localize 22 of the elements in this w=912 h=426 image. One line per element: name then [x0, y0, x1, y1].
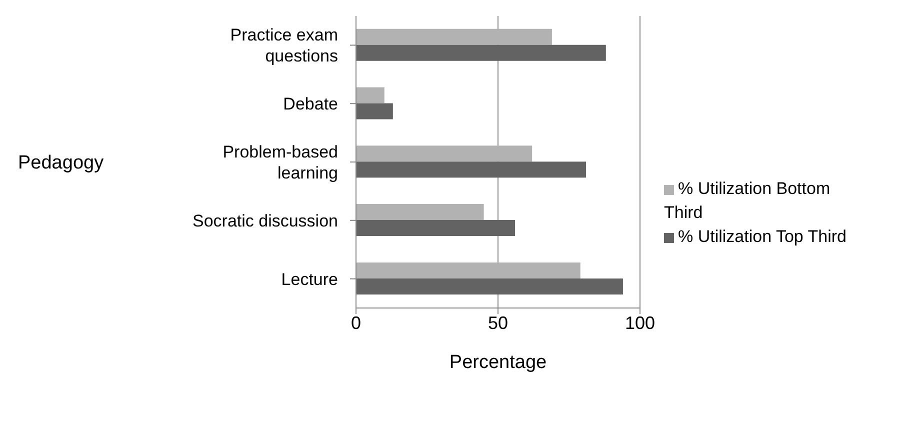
- bar: [356, 204, 484, 220]
- legend-label: % Utilization Bottom Third: [664, 179, 830, 222]
- x-tick-label: 50: [488, 312, 508, 333]
- y-tick-label: Lecture: [281, 269, 338, 288]
- y-tick-label: Problem-based learning: [222, 142, 338, 182]
- y-tick-label: Socratic discussion: [192, 210, 338, 230]
- bar: [356, 162, 586, 178]
- bar: [356, 262, 580, 278]
- bar: [356, 44, 606, 61]
- bar: [356, 146, 532, 162]
- bar: [356, 28, 552, 45]
- y-tick-label: Practice exam questions: [230, 25, 338, 66]
- y-tick-label: Debate: [283, 94, 338, 114]
- x-tick-label: 0: [350, 312, 362, 333]
- bar: [356, 220, 516, 236]
- x-axis-title: Percentage: [449, 352, 547, 373]
- y-axis-title: Pedagogy: [18, 152, 104, 174]
- legend-label: % Utilization Top Third: [678, 227, 847, 246]
- bar: [356, 103, 393, 120]
- bar: [356, 87, 384, 104]
- x-tick-label: 100: [624, 312, 656, 333]
- bar: [356, 278, 623, 294]
